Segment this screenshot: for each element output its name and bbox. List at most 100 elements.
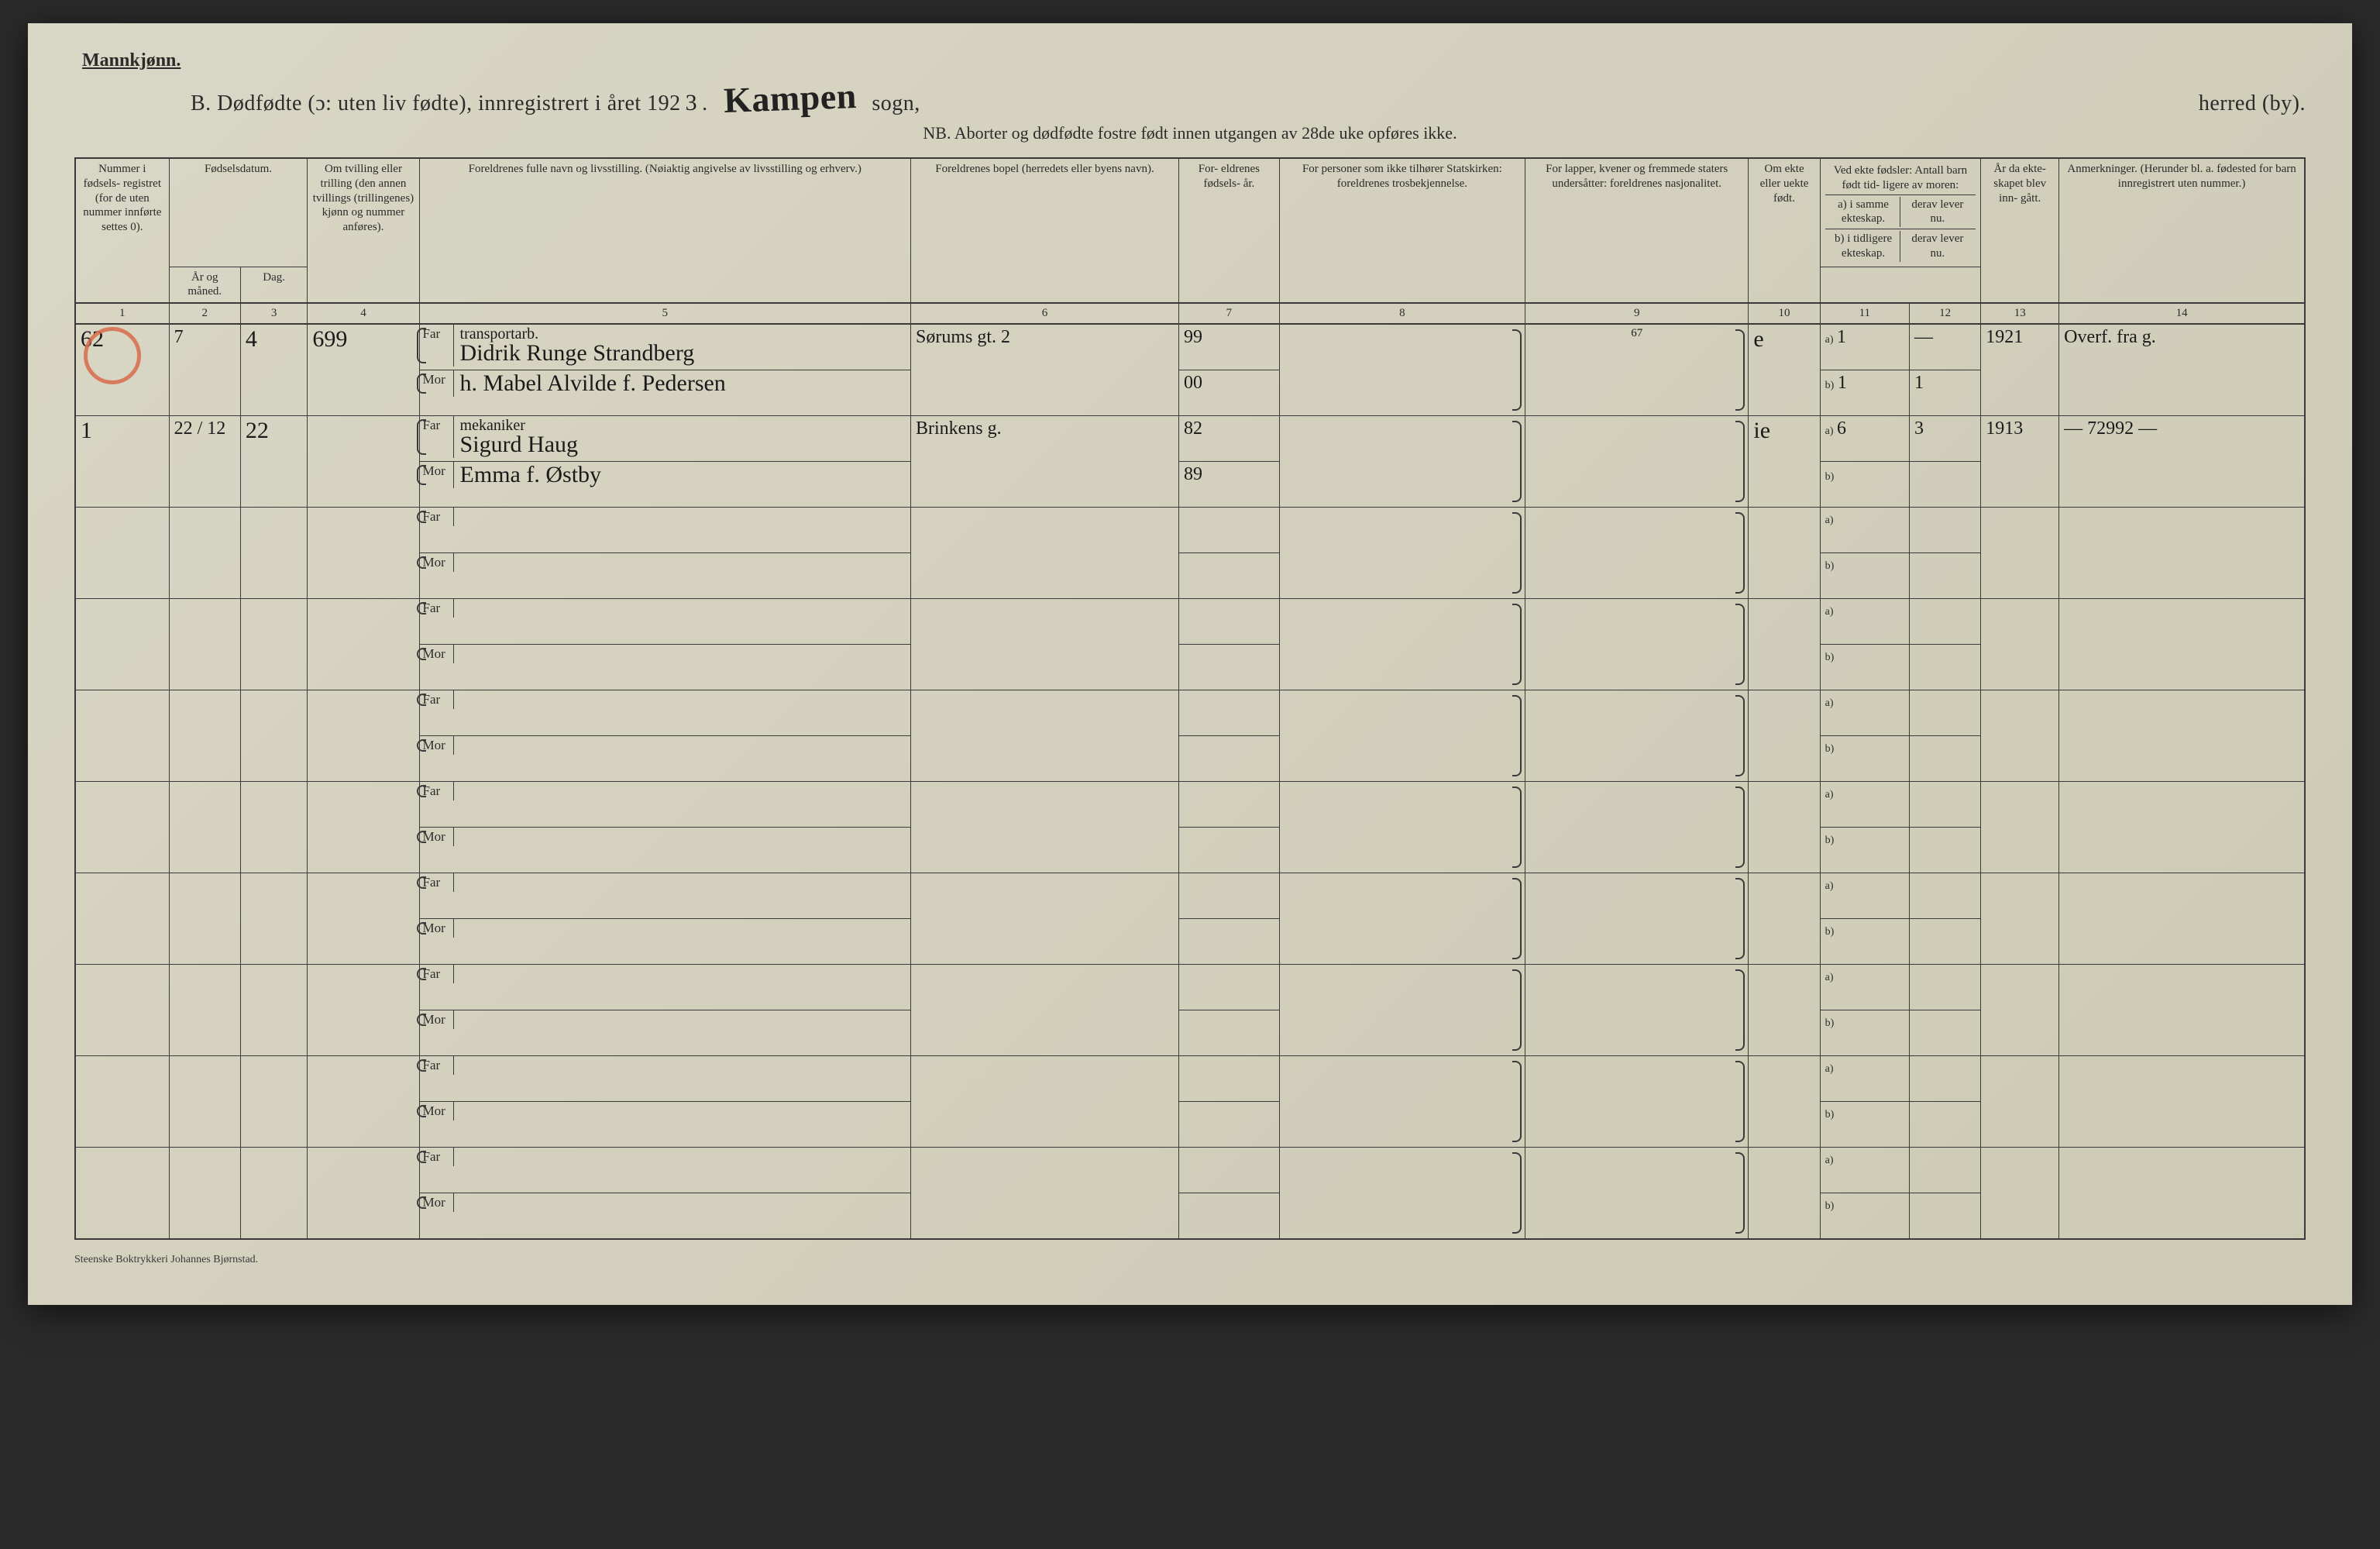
label-far: Far <box>420 508 454 526</box>
label-far: Far <box>420 599 454 618</box>
cell-bopel: Brinkens g. <box>910 416 1178 508</box>
cell-12b <box>1909 462 1980 508</box>
label-mor: Mor <box>420 1193 454 1212</box>
label-far: Far <box>420 1056 454 1075</box>
table-row: 122 / 1222FarmekanikerSigurd HaugBrinken… <box>75 416 2305 462</box>
col-11b: b) i tidligere ekteskap. <box>1827 231 1901 262</box>
label-far: Far <box>420 965 454 983</box>
cell-c9: 67 <box>1525 324 1749 416</box>
cell-ekte: e <box>1749 324 1820 416</box>
colnum: 10 <box>1749 303 1820 324</box>
herred-label: herred (by). <box>2199 91 2306 116</box>
colnum: 4 <box>308 303 419 324</box>
cell-ym: 22 / 12 <box>169 416 240 508</box>
cell-far-yr: 82 <box>1179 416 1280 462</box>
far-name: mekanikerSigurd Haug <box>454 416 910 458</box>
colnum: 6 <box>910 303 1178 324</box>
title-line: B. Dødfødte (ɔ: uten liv fødte), innregi… <box>191 77 2306 119</box>
register-page: Mannkjønn. B. Dødfødte (ɔ: uten liv født… <box>28 23 2352 1305</box>
col-9-head: For lapper, kvener og fremmede staters u… <box>1525 158 1749 303</box>
cell-twin <box>308 416 419 508</box>
table-head: Nummer i fødsels- registret (for de uten… <box>75 158 2305 324</box>
label-mor: Mor <box>420 828 454 846</box>
col-11-top: Ved ekte fødsler: Antall barn født tid- … <box>1825 162 1976 195</box>
cell-11a: a) 6 <box>1820 416 1909 462</box>
cell-c14: — 72992 — <box>2059 416 2305 508</box>
table-row-empty: Fara) <box>75 690 2305 736</box>
colnum: 13 <box>1981 303 2059 324</box>
col-11-12-head: Ved ekte fødsler: Antall barn født tid- … <box>1820 158 1981 267</box>
col-4-head: Om tvilling eller trilling (den annen tv… <box>308 158 419 303</box>
label-mor: Mor <box>420 462 454 488</box>
table-row-empty: Fara) <box>75 1056 2305 1102</box>
colnum: 8 <box>1279 303 1525 324</box>
col-3-head: Dag. <box>240 267 308 303</box>
cell-bopel: Sørums gt. 2 <box>910 324 1178 416</box>
cell-12b: 1 <box>1909 370 1980 416</box>
cell-day: 22 <box>240 416 308 508</box>
table-body: 6274699Fartransportarb.Didrik Runge Stra… <box>75 324 2305 1239</box>
label-far: Far <box>420 325 454 367</box>
label-mor: Mor <box>420 736 454 755</box>
mor-name: Emma f. Østby <box>454 462 910 488</box>
cell-c13: 1921 <box>1981 324 2059 416</box>
cell-12a: 3 <box>1909 416 1980 462</box>
cell-c8 <box>1279 416 1525 508</box>
colnum: 5 <box>419 303 910 324</box>
cell-11a: a) 1 <box>1820 324 1909 370</box>
colnum: 2 <box>169 303 240 324</box>
cell-day: 4 <box>240 324 308 416</box>
label-far: Far <box>420 873 454 892</box>
col-13-head: År da ekte- skapet blev inn- gått. <box>1981 158 2059 303</box>
col-5-head: Foreldrenes fulle navn og livsstilling. … <box>419 158 910 303</box>
cell-11b: b) <box>1820 462 1909 508</box>
printer-footer: Steenske Boktrykkeri Johannes Bjørnstad. <box>74 1254 2306 1266</box>
cell-num: 62 <box>75 324 169 416</box>
table-row-empty: Fara) <box>75 508 2305 553</box>
colnum: 9 <box>1525 303 1749 324</box>
colnum: 1 <box>75 303 169 324</box>
colnum: 12 <box>1909 303 1980 324</box>
year-handwritten: 3 <box>686 90 698 116</box>
label-mor: Mor <box>420 370 454 397</box>
table-row-empty: Fara) <box>75 599 2305 645</box>
label-mor: Mor <box>420 645 454 663</box>
cell-c9 <box>1525 416 1749 508</box>
col-11a: a) i samme ekteskap. <box>1827 197 1901 228</box>
col-14-head: Anmerkninger. (Herunder bl. a. fødested … <box>2059 158 2305 303</box>
cell-far-yr: 99 <box>1179 324 1280 370</box>
table-row-empty: Fara) <box>75 1148 2305 1193</box>
cell-mor: MorEmma f. Østby <box>419 462 910 508</box>
cell-c8 <box>1279 324 1525 416</box>
col-12a: derav lever nu. <box>1900 197 1974 228</box>
label-far: Far <box>420 1148 454 1166</box>
sogn-label: sogn, <box>872 91 920 116</box>
table-row-empty: Fara) <box>75 965 2305 1010</box>
cell-far: Fartransportarb.Didrik Runge Strandberg <box>419 324 910 370</box>
label-far: Far <box>420 416 454 458</box>
colnum: 3 <box>240 303 308 324</box>
cell-12a: — <box>1909 324 1980 370</box>
col-2-head: År og måned. <box>169 267 240 303</box>
cell-mor-yr: 00 <box>1179 370 1280 416</box>
label-mor: Mor <box>420 1102 454 1120</box>
col-23-head: Fødselsdatum. <box>169 158 308 267</box>
label-mor: Mor <box>420 553 454 572</box>
colnum: 11 <box>1820 303 1909 324</box>
mor-name: h. Mabel Alvilde f. Pedersen <box>454 370 910 397</box>
parish-handwritten: Kampen <box>723 75 857 121</box>
cell-ym: 7 <box>169 324 240 416</box>
table-row-empty: Fara) <box>75 873 2305 919</box>
label-mor: Mor <box>420 1010 454 1029</box>
colnum: 7 <box>1179 303 1280 324</box>
label-far: Far <box>420 782 454 800</box>
cell-mor-yr: 89 <box>1179 462 1280 508</box>
table-row-empty: Fara) <box>75 782 2305 828</box>
label-mor: Mor <box>420 919 454 938</box>
cell-far: FarmekanikerSigurd Haug <box>419 416 910 462</box>
col-10-head: Om ekte eller uekte født. <box>1749 158 1820 303</box>
colnum: 14 <box>2059 303 2305 324</box>
col-8-head: For personer som ikke tilhører Statskirk… <box>1279 158 1525 303</box>
column-number-row: 1 2 3 4 5 6 7 8 9 10 11 12 13 14 <box>75 303 2305 324</box>
cell-mor: Morh. Mabel Alvilde f. Pedersen <box>419 370 910 416</box>
